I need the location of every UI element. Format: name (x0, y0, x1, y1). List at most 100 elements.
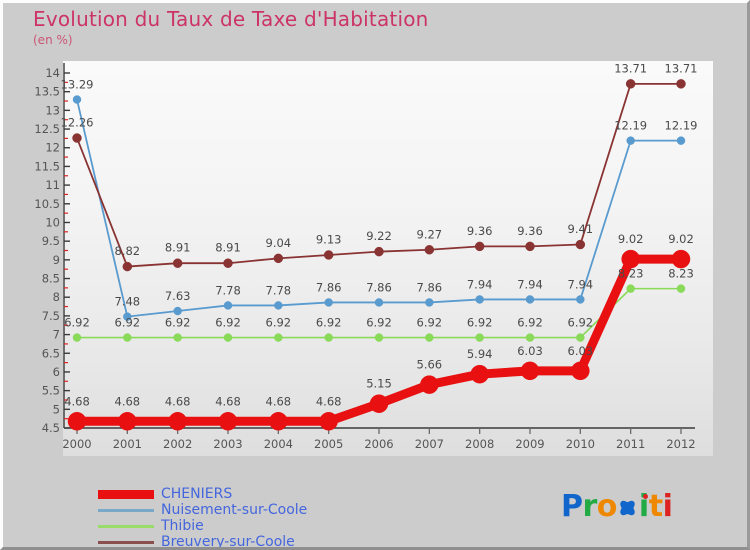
legend-color-swatch (98, 540, 154, 544)
x-tick-label: 2000 (62, 437, 91, 451)
data-label: 6.92 (165, 316, 191, 330)
data-point (324, 298, 333, 307)
x-tick-label: 2010 (566, 437, 595, 451)
data-label: 7.94 (568, 277, 594, 291)
data-label: 6.92 (215, 316, 241, 330)
data-point (273, 253, 284, 264)
data-label: 4.68 (165, 394, 191, 408)
y-tick-label: 8.5 (42, 272, 60, 286)
data-point (676, 284, 686, 293)
data-label: 6.92 (568, 316, 594, 330)
x-tick-label: 2007 (415, 437, 444, 451)
legend-item[interactable]: CHENIERS (98, 486, 428, 502)
data-point (626, 284, 635, 293)
data-label: 7.78 (266, 283, 292, 297)
data-point (475, 295, 484, 304)
logo-letter: r (582, 489, 598, 524)
data-point (575, 239, 586, 250)
data-point (123, 312, 132, 321)
data-point (474, 241, 485, 252)
data-label: 5.94 (467, 347, 493, 361)
data-point (72, 333, 82, 342)
data-point (374, 246, 384, 257)
legend-item[interactable]: Thibie (98, 518, 428, 534)
x-tick-label: 2012 (666, 437, 695, 451)
data-point (274, 301, 283, 310)
data-point (168, 412, 187, 431)
logo-letter: P (561, 489, 583, 524)
y-tick-label: 12.5 (34, 122, 60, 136)
data-point (67, 412, 87, 431)
logo-x-icon (617, 497, 639, 519)
page-subtitle: (en %) (33, 33, 73, 47)
legend-color-swatch (98, 508, 154, 512)
series-nuisement-sur-coole (72, 95, 686, 321)
x-tick-label: 2003 (213, 437, 242, 451)
data-point (118, 412, 137, 431)
legend-item[interactable]: Nuisement-sur-Coole (98, 502, 428, 518)
data-label: 5.66 (417, 358, 443, 372)
data-point (72, 133, 82, 143)
data-label: 4.68 (115, 394, 141, 408)
y-tick-label: 13 (45, 103, 60, 117)
x-tick-label: 2006 (364, 437, 393, 451)
chart-legend: CHENIERS Nuisement-sur-Coole Thibie Breuver… (98, 486, 428, 547)
data-point (525, 295, 535, 304)
y-tick-label: 7 (53, 328, 60, 342)
data-label: 9.02 (618, 232, 644, 246)
data-point (576, 333, 585, 342)
x-tick-label: 2008 (465, 437, 494, 451)
data-point (324, 333, 333, 342)
data-label: 7.63 (165, 289, 191, 303)
x-tick-label: 2004 (264, 437, 293, 451)
data-label: 7.86 (417, 280, 443, 294)
data-point (274, 333, 283, 342)
y-tick-label: 6 (53, 365, 60, 379)
data-label: 6.92 (517, 316, 543, 330)
data-point (425, 333, 434, 342)
data-point (223, 333, 233, 342)
data-point (625, 79, 636, 89)
data-point (173, 306, 182, 316)
legend-item[interactable]: Breuvery-sur-Coole (98, 534, 428, 547)
data-label: 6.92 (366, 316, 392, 330)
plot-area: 4.5 5 5.5 6 6.5 7 7.5 8 8.5 9 9.5 10 10.5 11 11.5 12 12.… (34, 61, 713, 456)
data-label: 9.13 (316, 232, 342, 246)
legend-item-label: CHENIERS (161, 485, 233, 502)
data-label: 4.68 (64, 394, 90, 408)
series-cheniers (67, 249, 691, 431)
y-tick-label: 7.5 (42, 309, 60, 323)
x-tick-label: 2009 (515, 437, 544, 451)
legend-color-swatch (98, 489, 154, 499)
legend-item-label: Thibie (161, 517, 204, 534)
y-tick-label: 10 (45, 215, 60, 229)
y-tick-label: 6.5 (42, 346, 60, 360)
data-point (369, 394, 389, 413)
data-point (72, 95, 82, 104)
data-label: 12.19 (614, 119, 647, 133)
data-point (319, 412, 338, 431)
page-title: Evolution du Taux de Taxe d'Habitation (33, 7, 429, 31)
y-tick-label: 9 (53, 253, 60, 267)
data-label: 6.03 (568, 344, 594, 358)
data-label: 6.92 (316, 316, 342, 330)
data-label: 8.91 (165, 241, 191, 255)
data-label: 6.92 (266, 316, 292, 330)
data-label: 9.41 (568, 222, 594, 236)
data-point (123, 333, 132, 342)
data-label: 6.92 (417, 316, 443, 330)
y-tick-label: 8 (53, 290, 60, 304)
data-label: 9.36 (467, 224, 493, 238)
legend-item-label: Nuisement-sur-Coole (161, 501, 308, 518)
data-point (576, 295, 585, 304)
data-label: 9.27 (417, 227, 443, 241)
data-point (475, 333, 484, 342)
data-point (621, 249, 640, 269)
data-point (676, 136, 686, 145)
data-point (323, 250, 334, 260)
data-label: 6.92 (64, 316, 90, 330)
data-label: 8.23 (618, 267, 644, 281)
data-point (173, 333, 182, 342)
data-label: 7.86 (316, 280, 342, 294)
